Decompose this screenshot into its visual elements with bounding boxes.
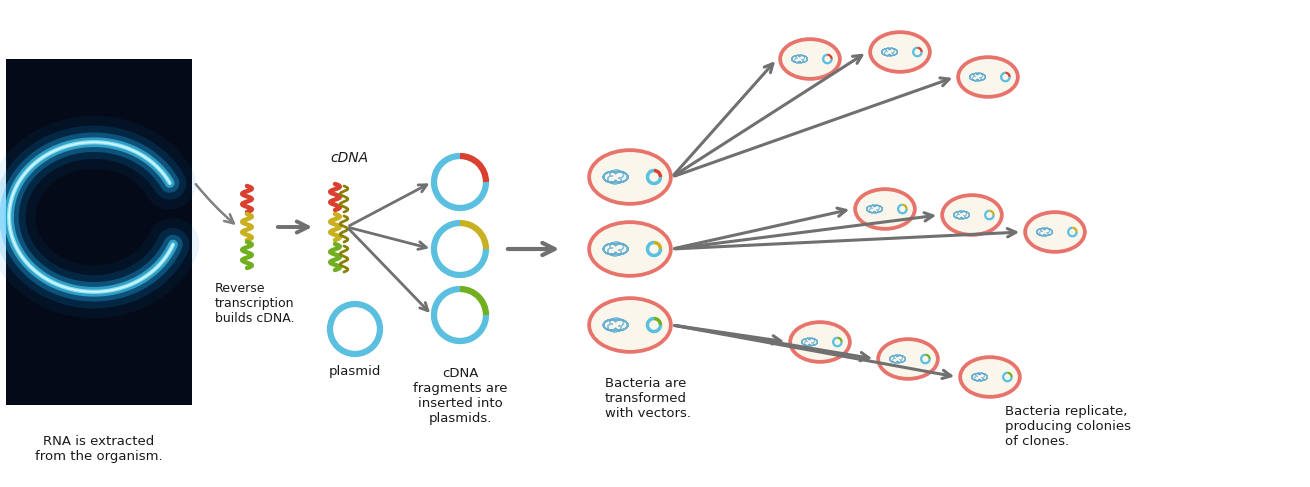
Ellipse shape [1023, 210, 1087, 254]
Ellipse shape [590, 299, 669, 351]
Ellipse shape [876, 337, 939, 381]
Text: Reverse
transcription
builds cDNA.: Reverse transcription builds cDNA. [215, 282, 295, 325]
Text: plasmid: plasmid [329, 365, 381, 378]
Ellipse shape [956, 55, 1019, 99]
Ellipse shape [587, 148, 673, 206]
Text: Bacteria are
transformed
with vectors.: Bacteria are transformed with vectors. [605, 377, 690, 420]
Ellipse shape [869, 30, 931, 74]
FancyBboxPatch shape [7, 59, 193, 405]
Ellipse shape [962, 358, 1019, 396]
Ellipse shape [958, 355, 1022, 399]
Text: cDNA: cDNA [330, 151, 368, 165]
Ellipse shape [590, 223, 669, 275]
Ellipse shape [943, 196, 1001, 234]
Ellipse shape [879, 340, 937, 378]
Ellipse shape [590, 151, 669, 203]
Text: Bacteria replicate,
producing colonies
of clones.: Bacteria replicate, producing colonies o… [1005, 405, 1131, 448]
Ellipse shape [587, 296, 673, 354]
Ellipse shape [789, 320, 852, 364]
Text: RNA is extracted
from the organism.: RNA is extracted from the organism. [35, 435, 162, 463]
Ellipse shape [871, 33, 929, 71]
Ellipse shape [855, 190, 914, 228]
Ellipse shape [781, 40, 838, 78]
Text: cDNA
fragments are
inserted into
plasmids.: cDNA fragments are inserted into plasmid… [413, 367, 507, 425]
Ellipse shape [791, 323, 849, 361]
Ellipse shape [853, 187, 917, 231]
Ellipse shape [587, 220, 673, 278]
Ellipse shape [959, 58, 1017, 96]
Ellipse shape [778, 37, 842, 81]
Ellipse shape [941, 193, 1003, 237]
Ellipse shape [1026, 213, 1083, 251]
